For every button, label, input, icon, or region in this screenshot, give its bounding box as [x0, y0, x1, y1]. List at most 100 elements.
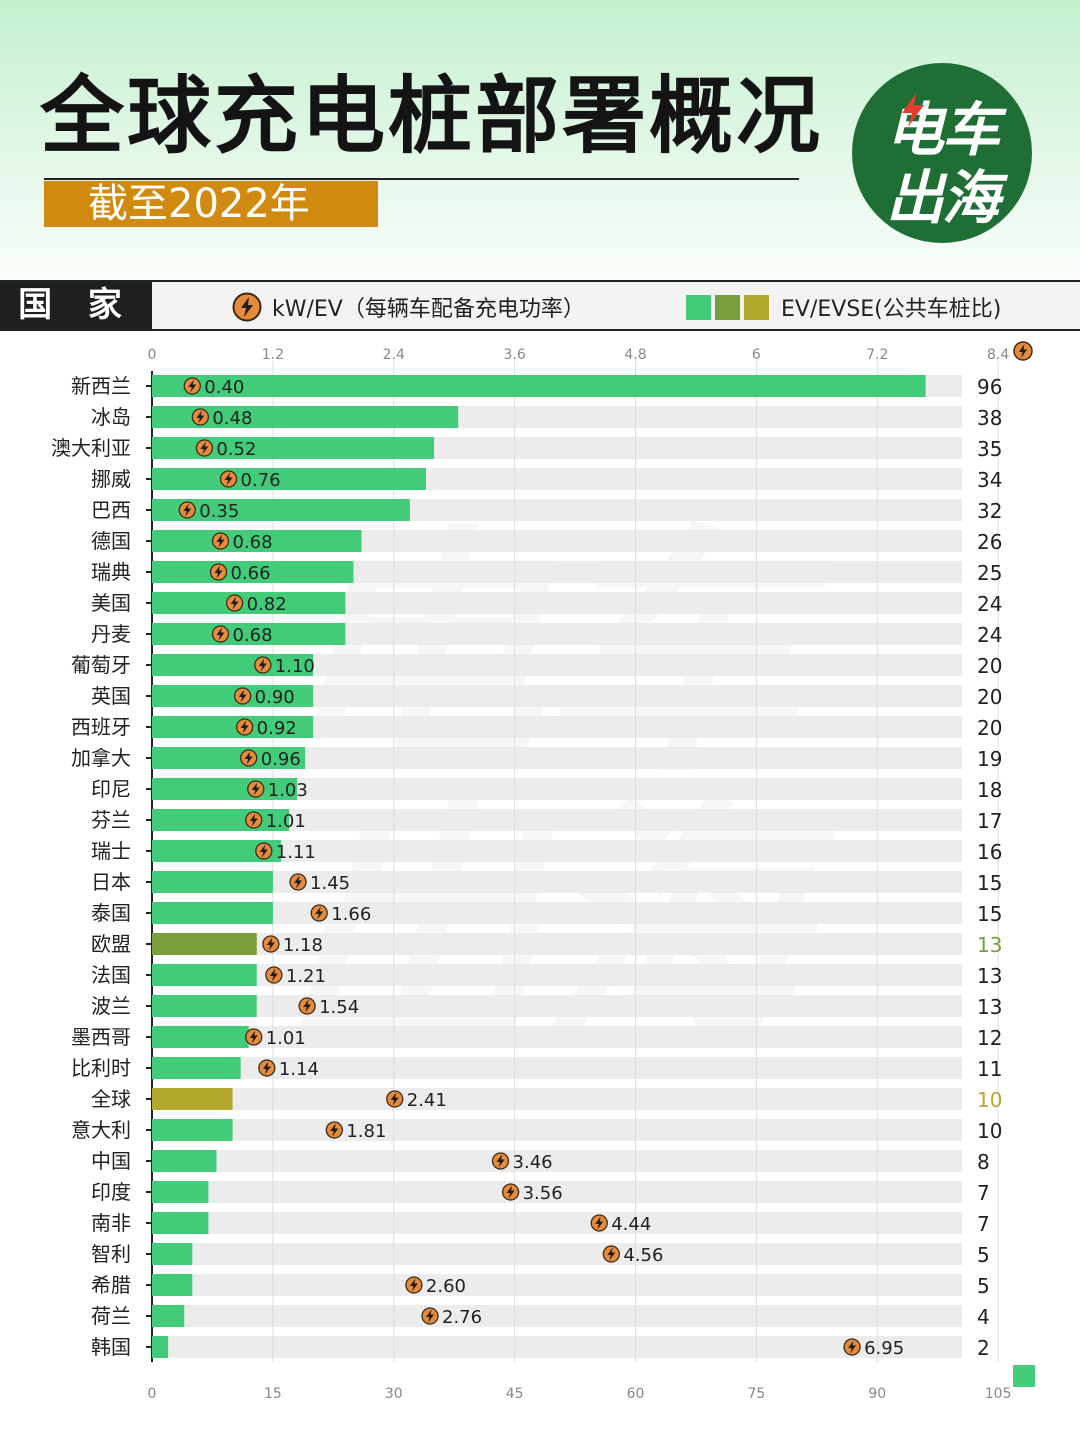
ratio-bar	[152, 561, 354, 583]
top-tick-label: 2.4	[383, 347, 405, 363]
ratio-bar	[152, 623, 346, 645]
kw-marker-bolt-icon	[240, 749, 258, 767]
category-label: 美国	[91, 591, 131, 615]
kw-value-label: 1.01	[266, 1028, 306, 1049]
top-axis-bolt-icon	[1013, 341, 1033, 361]
ratio-value-label: 15	[977, 871, 1002, 895]
kw-marker-bolt-icon	[491, 1152, 510, 1170]
kw-value-label: 3.46	[513, 1152, 553, 1173]
category-label: 韩国	[91, 1335, 131, 1359]
ratio-value-label: 13	[977, 933, 1002, 957]
ratio-value-label: 13	[977, 964, 1002, 988]
bar-track	[152, 933, 962, 955]
kw-marker-bolt-icon	[421, 1307, 439, 1325]
bottom-tick-label: 90	[868, 1386, 886, 1402]
ratio-bar	[152, 406, 459, 428]
kw-marker-bolt-icon	[234, 687, 252, 705]
ratio-bar	[152, 933, 257, 955]
category-label: 英国	[91, 684, 131, 708]
kw-marker-bolt-icon	[289, 873, 307, 891]
logo-text-line1: 电车	[885, 96, 1000, 164]
evse-legend-label: EV/EVSE(公共车桩比)	[781, 297, 1002, 322]
kw-marker-bolt-icon	[178, 501, 196, 519]
lightning-bolt-icon	[232, 292, 262, 322]
category-label: 墨西哥	[71, 1025, 131, 1049]
category-label: 葡萄牙	[71, 653, 131, 677]
ratio-bar	[152, 1212, 209, 1234]
kw-marker-bolt-icon	[211, 625, 230, 643]
ratio-bar	[152, 530, 362, 552]
swatch-olive	[715, 294, 740, 320]
ratio-value-label: 26	[977, 530, 1002, 554]
ratio-bar	[152, 1026, 249, 1048]
bottom-tick-label: 75	[747, 1386, 765, 1402]
bar-track	[152, 995, 962, 1017]
ratio-value-label: 5	[977, 1274, 990, 1298]
kw-marker-bolt-icon	[258, 1059, 276, 1077]
kw-value-label: 0.68	[232, 625, 272, 646]
ratio-value-label: 38	[977, 406, 1002, 430]
ratio-bar	[152, 716, 314, 738]
ratio-bar	[152, 1057, 241, 1079]
kw-marker-bolt-icon	[325, 1121, 343, 1139]
kw-value-label: 0.96	[261, 749, 301, 770]
bottom-tick-label: 60	[627, 1386, 645, 1402]
ratio-value-label: 20	[977, 654, 1002, 678]
kw-value-label: 2.76	[442, 1307, 482, 1328]
kw-marker-bolt-icon	[843, 1338, 861, 1356]
kw-marker-bolt-icon	[247, 780, 265, 798]
kw-value-label: 0.66	[230, 563, 270, 584]
top-tick-label: 8.4	[987, 347, 1009, 363]
kw-marker-bolt-icon	[310, 904, 328, 922]
ratio-value-label: 11	[977, 1057, 1002, 1081]
bar-track	[152, 561, 962, 583]
kw-marker-bolt-icon	[386, 1090, 404, 1108]
ratio-value-label: 8	[977, 1150, 990, 1174]
bar-track	[152, 809, 962, 831]
category-label: 中国	[91, 1149, 131, 1173]
kw-marker-bolt-icon	[211, 532, 230, 550]
ratio-value-label: 2	[977, 1336, 990, 1360]
category-label: 西班牙	[71, 715, 131, 739]
logo-text-line2: 出海	[885, 164, 1000, 232]
category-label: 比利时	[71, 1056, 131, 1080]
category-label: 智利	[91, 1242, 131, 1266]
kw-marker-bolt-icon	[265, 966, 283, 984]
ratio-value-label: 25	[977, 561, 1002, 585]
category-label: 丹麦	[91, 622, 131, 646]
bar-track	[152, 964, 962, 986]
category-label: 芬兰	[91, 808, 131, 832]
kw-value-label: 1.81	[346, 1121, 386, 1142]
kw-marker-bolt-icon	[245, 1028, 263, 1046]
ratio-bar	[152, 654, 314, 676]
bar-track	[152, 1026, 962, 1048]
ratio-value-label: 7	[977, 1181, 990, 1205]
ratio-value-label: 19	[977, 747, 1002, 771]
kw-value-label: 1.11	[276, 842, 316, 863]
category-label: 日本	[91, 870, 131, 894]
kw-value-label: 1.01	[266, 811, 306, 832]
bar-track	[152, 902, 962, 924]
kw-value-label: 0.68	[232, 532, 272, 553]
kw-value-label: 0.48	[212, 408, 252, 429]
ratio-bar	[152, 1088, 233, 1110]
country-column-header: 国 家	[0, 282, 152, 329]
ratio-value-label: 20	[977, 685, 1002, 709]
kw-value-label: 2.60	[426, 1276, 466, 1297]
bar-track	[152, 1305, 962, 1327]
category-label: 希腊	[91, 1273, 131, 1297]
top-tick-label: 0	[148, 347, 157, 363]
kw-value-label: 1.18	[283, 935, 323, 956]
bar-track	[152, 592, 962, 614]
top-tick-label: 7.2	[866, 347, 888, 363]
category-label: 德国	[91, 529, 131, 553]
bar-track	[152, 1150, 962, 1172]
kw-value-label: 0.92	[257, 718, 297, 739]
ratio-value-label: 16	[977, 840, 1002, 864]
kw-marker-bolt-icon	[209, 563, 228, 581]
ratio-bar	[152, 871, 273, 893]
bar-track	[152, 1274, 962, 1296]
ratio-value-label: 20	[977, 716, 1002, 740]
title-divider	[44, 178, 799, 180]
category-label: 冰岛	[91, 405, 131, 429]
